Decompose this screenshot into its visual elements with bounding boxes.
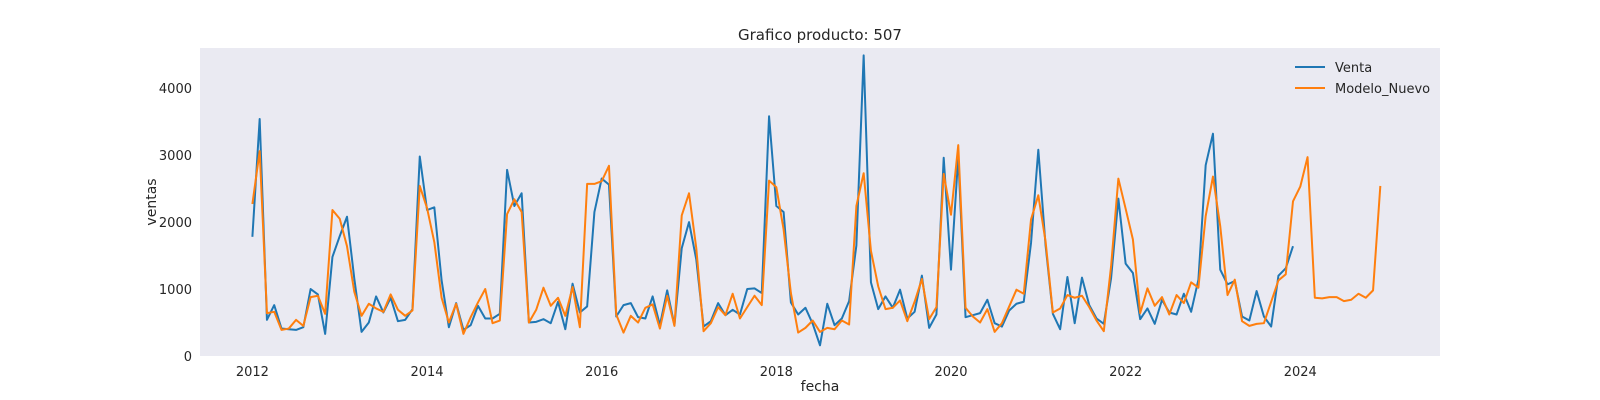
series-layer <box>251 54 1382 347</box>
series-line-modelo-nuevo <box>251 144 1382 335</box>
x-tick-label: 2016 <box>585 365 618 380</box>
y-tick-label: 3000 <box>159 149 192 164</box>
x-tick-label: 2022 <box>1109 365 1142 380</box>
x-tick-label: 2020 <box>934 365 967 380</box>
series-line-venta <box>251 54 1294 347</box>
legend: Venta Modelo_Nuevo <box>1295 61 1430 97</box>
y-tick-label: 4000 <box>159 82 192 97</box>
legend-label-modelo-nuevo: Modelo_Nuevo <box>1335 82 1430 97</box>
x-tick-label: 2014 <box>410 365 443 380</box>
x-tick-label: 2012 <box>236 365 269 380</box>
plot-area <box>200 48 1440 356</box>
x-axis: 2012 2014 2016 2018 2020 2022 2024 <box>236 365 1317 380</box>
x-tick-label: 2018 <box>760 365 793 380</box>
y-axis: 0 1000 2000 3000 4000 <box>159 82 192 365</box>
x-tick-label: 2024 <box>1284 365 1317 380</box>
chart-title: Grafico producto: 507 <box>738 26 902 44</box>
x-axis-label: fecha <box>801 379 840 395</box>
y-tick-label: 2000 <box>159 216 192 231</box>
y-axis-label: ventas <box>144 178 160 225</box>
legend-label-venta: Venta <box>1335 61 1372 76</box>
y-tick-label: 1000 <box>159 283 192 298</box>
y-tick-label: 0 <box>184 350 192 365</box>
